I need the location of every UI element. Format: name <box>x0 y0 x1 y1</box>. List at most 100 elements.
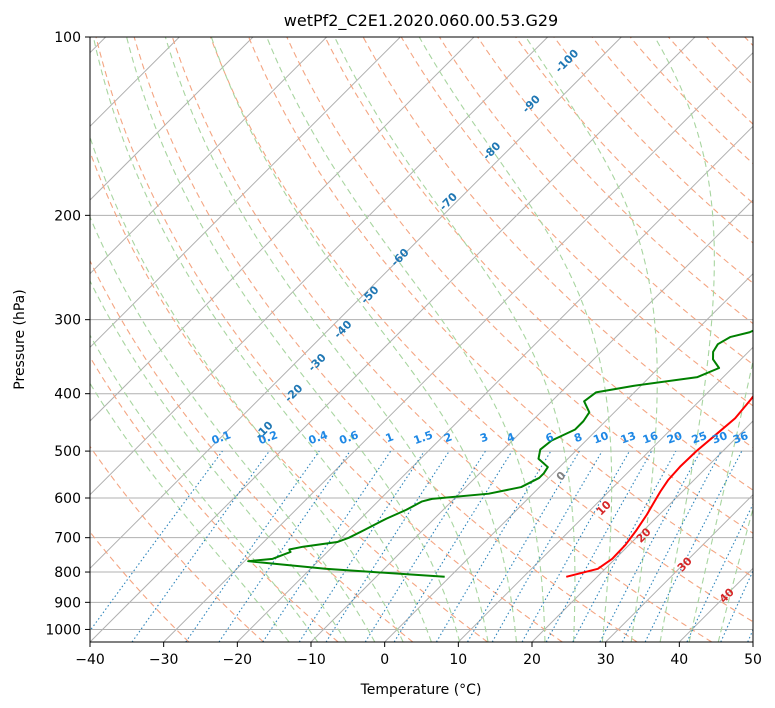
y-axis-label: Pressure (hPa) <box>12 289 28 389</box>
isotherm-line <box>605 493 753 642</box>
mixing-ratio-line <box>90 450 223 632</box>
dry-adiabat-line <box>248 37 753 578</box>
mixing-ratio-label: 1.5 <box>412 428 435 447</box>
x-tick-label: 0 <box>380 652 389 668</box>
isotherm-line <box>90 37 696 642</box>
mixing-ratio-line <box>131 450 270 642</box>
mixing-ratio-label: 3 <box>478 430 490 445</box>
moist-adiabat-line <box>654 37 715 642</box>
y-tick-label: 1000 <box>45 622 81 638</box>
isotherm-line <box>457 346 753 642</box>
moist-adiabat-line <box>92 37 432 642</box>
mixing-ratio-line <box>545 450 653 642</box>
dry-adiabat-line <box>90 259 414 642</box>
isotherm-line <box>90 37 328 275</box>
isotherm-line <box>90 37 475 422</box>
dry-adiabat-line <box>286 37 753 534</box>
temperature-profile-line <box>566 395 753 578</box>
isobar-grid <box>90 37 753 630</box>
x-tick-label: 10 <box>449 652 467 668</box>
mixing-ratio-label: 0.1 <box>210 428 233 447</box>
moist-adiabat-line <box>266 37 546 642</box>
x-tick-label: 50 <box>744 652 762 668</box>
mixing-ratio-label: 1 <box>384 430 396 445</box>
isotherm-line <box>384 272 753 642</box>
moist-adiabat-line <box>688 358 753 642</box>
profile-series <box>247 329 753 578</box>
mixing-ratio-label: 4 <box>505 430 517 445</box>
y-tick-label: 300 <box>54 313 81 329</box>
y-tick-label: 600 <box>54 491 81 507</box>
moist-adiabat-line <box>210 37 518 642</box>
moist-adiabat-line <box>90 215 376 642</box>
dry-adiabat-line <box>324 37 753 491</box>
moist-adiabat-line <box>334 37 576 642</box>
dry-adiabat-line <box>438 37 753 366</box>
isotherm-line <box>90 37 254 201</box>
mixing-ratio-label: 16 <box>641 429 660 447</box>
mixing-ratio-label: 0.6 <box>338 428 361 447</box>
y-tick-label: 700 <box>54 531 81 547</box>
moist-adiabat-line <box>418 37 613 642</box>
dry-adiabat-line <box>171 37 713 642</box>
dry-adiabat-line <box>90 150 488 642</box>
moist-adiabat-line <box>90 135 404 642</box>
dry-adiabats <box>90 37 753 642</box>
x-tick-label: −10 <box>296 652 326 668</box>
mixing-ratio-label: 20 <box>665 429 684 447</box>
mixing-ratio-line <box>325 450 450 642</box>
mixing-ratio-label: 8 <box>572 430 584 445</box>
y-tick-label: 200 <box>54 208 81 224</box>
x-tick-label: −30 <box>149 652 179 668</box>
x-tick-label: −40 <box>75 652 105 668</box>
chart-title: wetPf2_C2E1.2020.060.00.53.G29 <box>284 11 558 31</box>
x-axis-label: Temperature (°C) <box>360 682 482 698</box>
plot-frame <box>89 36 754 643</box>
mixing-ratio-label: 25 <box>690 429 709 446</box>
moist-adiabat-line <box>126 37 461 642</box>
y-tick-label: 500 <box>54 444 81 460</box>
moist-adiabat-line <box>164 37 489 642</box>
isotherm-line <box>90 37 622 570</box>
dry-adiabat-line <box>90 356 339 642</box>
mixing-ratio-label: 36 <box>731 429 750 447</box>
mixing-ratio-label: 6 <box>544 430 556 445</box>
moist-adiabat-line <box>90 382 290 642</box>
x-tick-label: 40 <box>670 652 688 668</box>
isotherm-grid <box>90 37 753 642</box>
mixing-ratio-line <box>298 450 425 642</box>
dry-adiabat-line <box>95 37 563 642</box>
mixing-ratio-line <box>262 450 392 642</box>
x-tick-label: −20 <box>223 652 253 668</box>
x-tick-label: 20 <box>523 652 541 668</box>
moist-adiabat-line <box>717 506 753 642</box>
dry-adiabat-line <box>362 37 753 449</box>
mixing-ratio-line <box>218 450 351 642</box>
isotherm-line <box>90 37 549 496</box>
dry-adiabat-line <box>133 37 638 642</box>
mixing-ratio-line <box>644 450 743 642</box>
y-tick-label: 400 <box>54 387 81 403</box>
y-tick-label: 800 <box>54 565 81 581</box>
mixing-ratio-line <box>572 450 677 642</box>
mixing-ratio-label: 2 <box>442 430 454 445</box>
mixing-ratio-label: 10 <box>591 429 610 447</box>
dry-adiabat-line <box>209 37 753 623</box>
y-tick-label: 900 <box>54 595 81 611</box>
mixing-ratio-label: 0.4 <box>307 428 330 447</box>
plot-area: -100-90-80-70-60-50-40-30-20-100.1 0.2 0.4… <box>90 37 753 642</box>
moist-adiabat-line <box>525 37 658 642</box>
isotherm-line <box>90 37 401 349</box>
moist-adiabat-line <box>90 334 319 642</box>
isotherm-line <box>531 420 753 642</box>
isotherm-line <box>163 51 753 642</box>
axis-ticks: −40 −30 −20 −10 0 10 20 30 40 5010020030040050060… <box>45 30 762 668</box>
mixing-ratio-line <box>185 450 320 642</box>
mixing-ratio-labels: 0.1 0.2 0.4 0.6 1 1.5 2 3 4 6 8 10 13 16 20 25 30 36 <box>210 428 751 447</box>
dry-adiabat-line <box>90 445 264 642</box>
mixing-ratio-label: 0.2 <box>257 428 280 447</box>
dry-adiabat-line <box>400 37 753 407</box>
mixing-ratio-line <box>521 450 630 642</box>
